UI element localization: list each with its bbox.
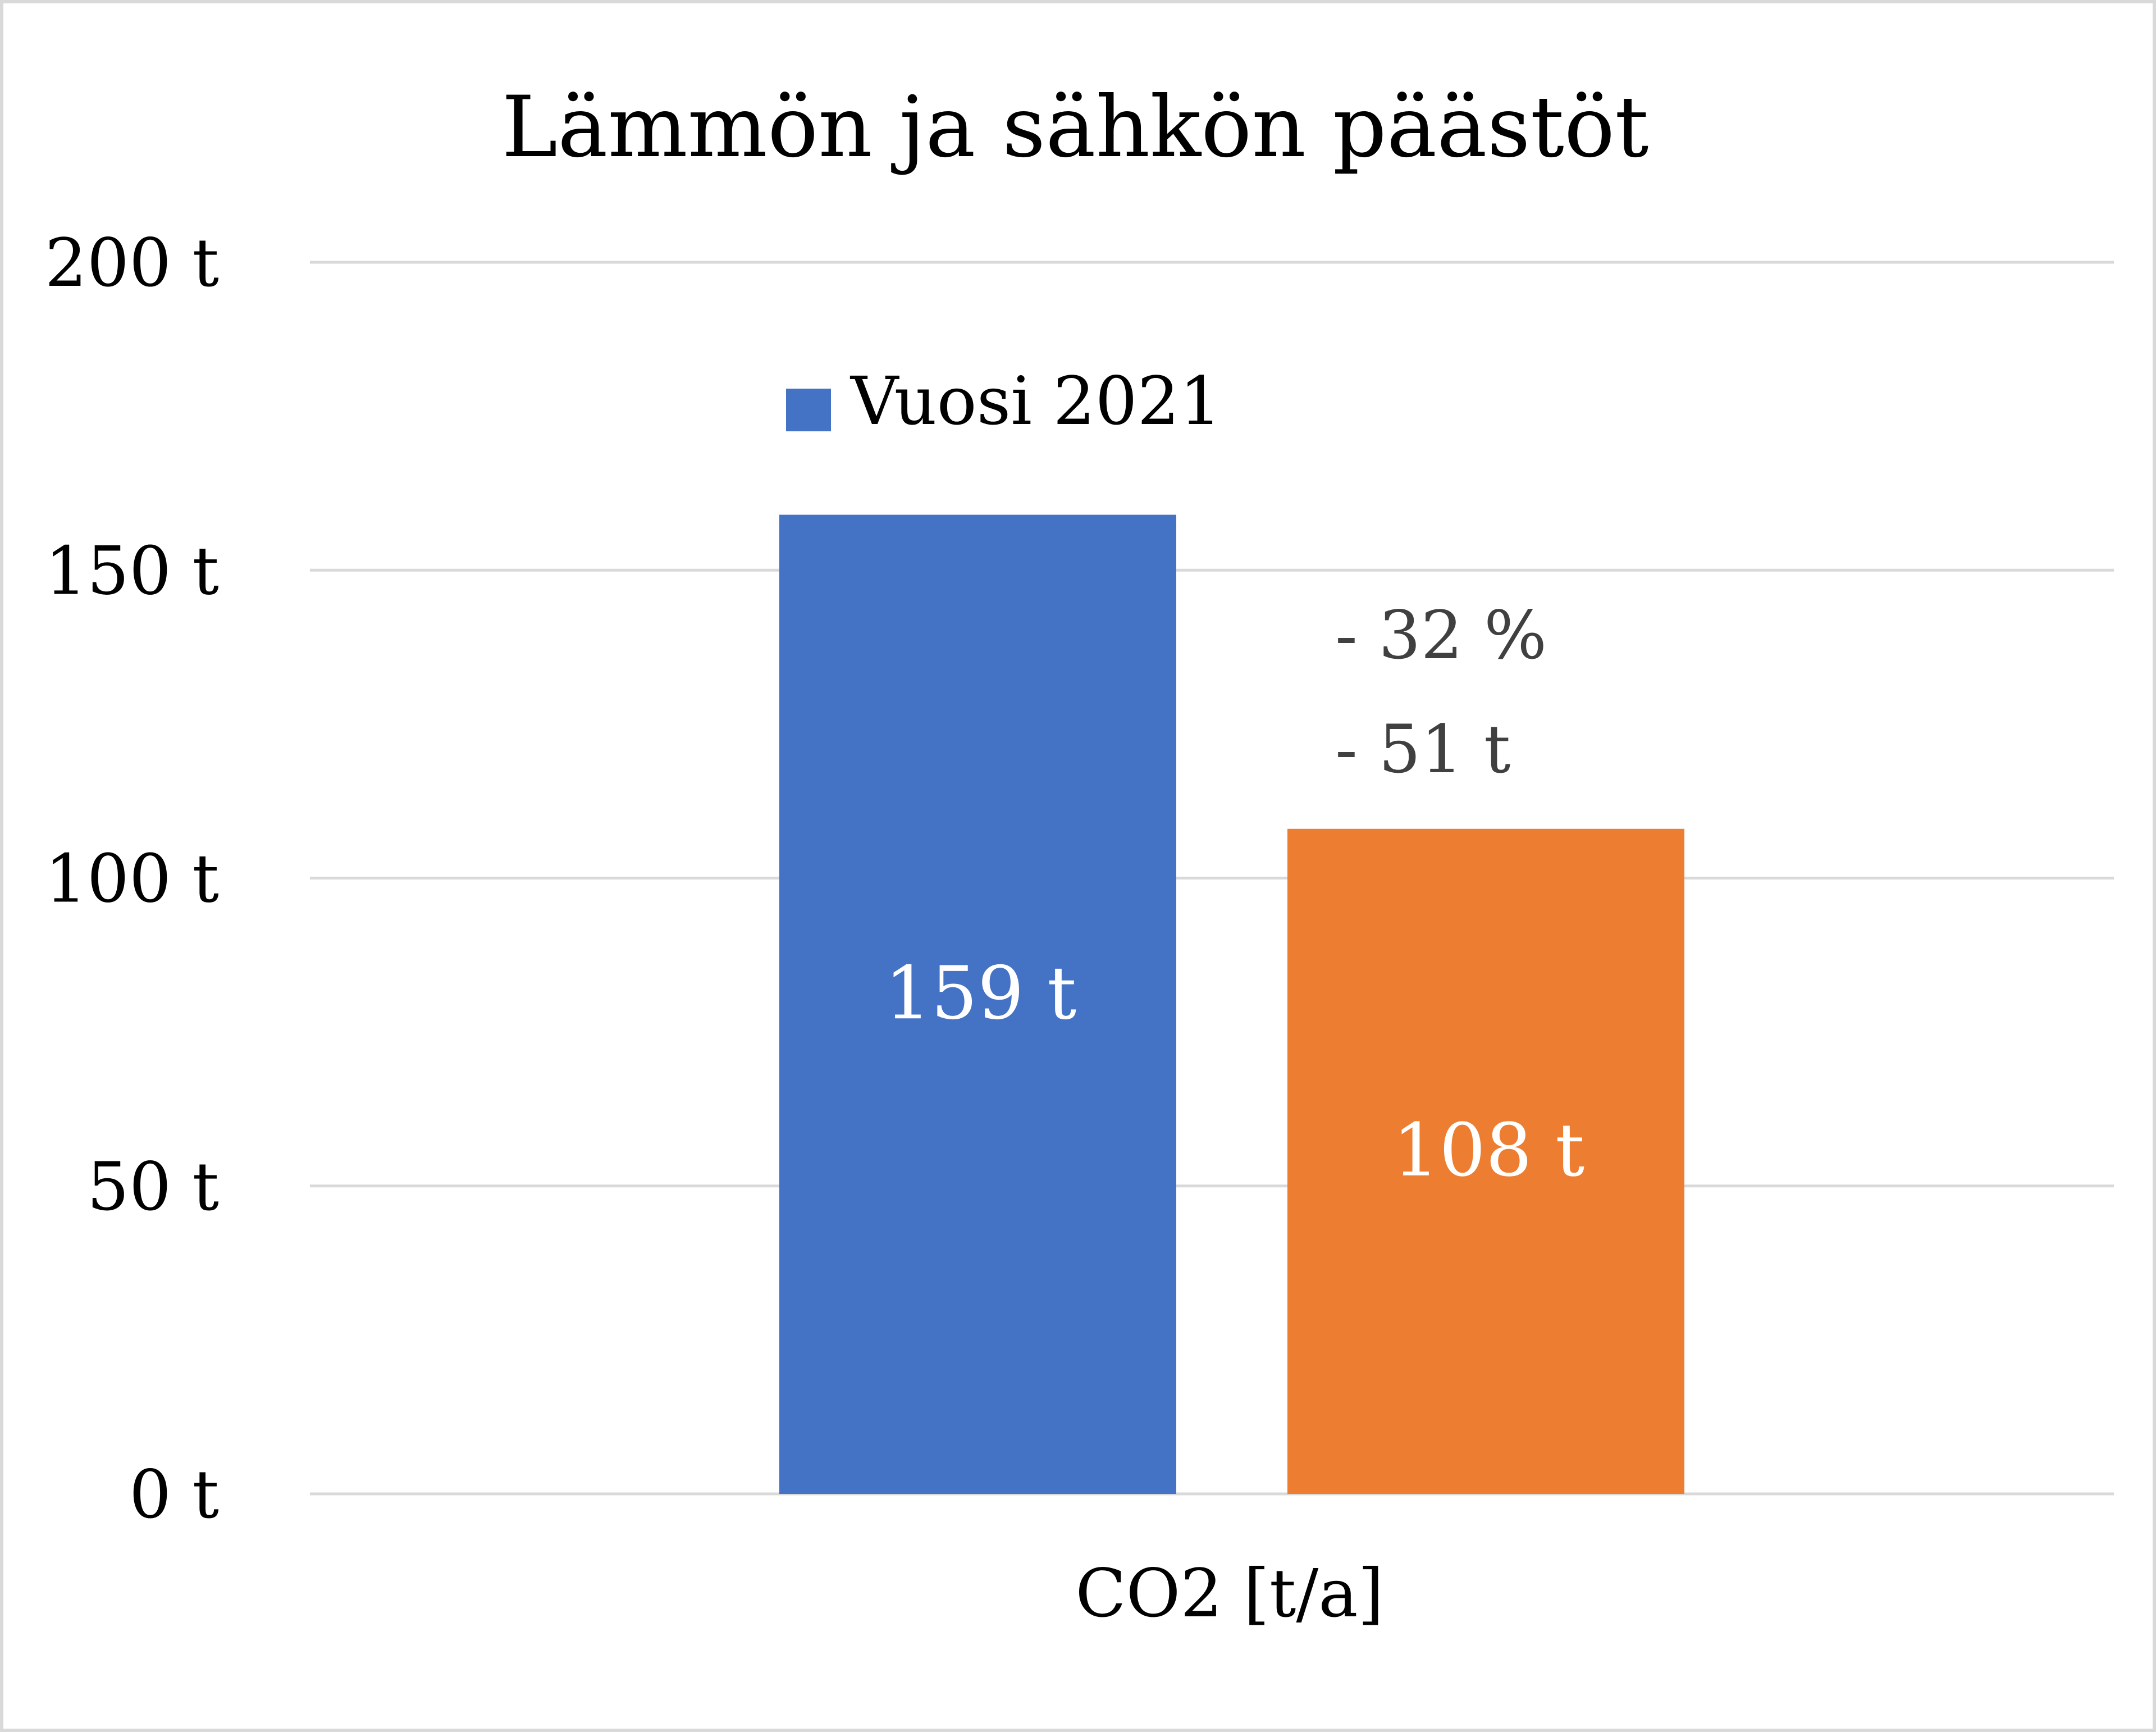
gridlines [310, 261, 2114, 1496]
legend: Vuosi 2021 [786, 362, 1222, 440]
y-tick-label-50: 50 t [87, 1148, 219, 1225]
legend-swatch-vuosi-2021 [786, 389, 831, 431]
data-label-series-1: 159 t [885, 950, 1077, 1036]
bar-series-2 [1287, 828, 1684, 1494]
data-labels: 159 t 108 t [885, 950, 1585, 1193]
y-tick-label-200: 200 t [45, 224, 219, 302]
annotation-absolute-change: - 51 t [1335, 710, 1510, 788]
chart-title: Lämmön ja sähkön päästöt [502, 79, 1649, 176]
y-tick-label-150: 150 t [45, 532, 219, 609]
x-axis-category-label: CO2 [t/a] [1075, 1555, 1383, 1632]
y-axis-ticks: 0 t 50 t 100 t 150 t 200 t [45, 224, 219, 1533]
data-label-series-2: 108 t [1393, 1107, 1585, 1193]
y-tick-label-0: 0 t [129, 1456, 219, 1533]
legend-label-vuosi-2021: Vuosi 2021 [849, 362, 1222, 440]
bars [779, 514, 1684, 1494]
bar-series-1 [779, 514, 1176, 1494]
y-tick-label-100: 100 t [45, 840, 219, 918]
annotation-percent-change: - 32 % [1335, 596, 1547, 674]
